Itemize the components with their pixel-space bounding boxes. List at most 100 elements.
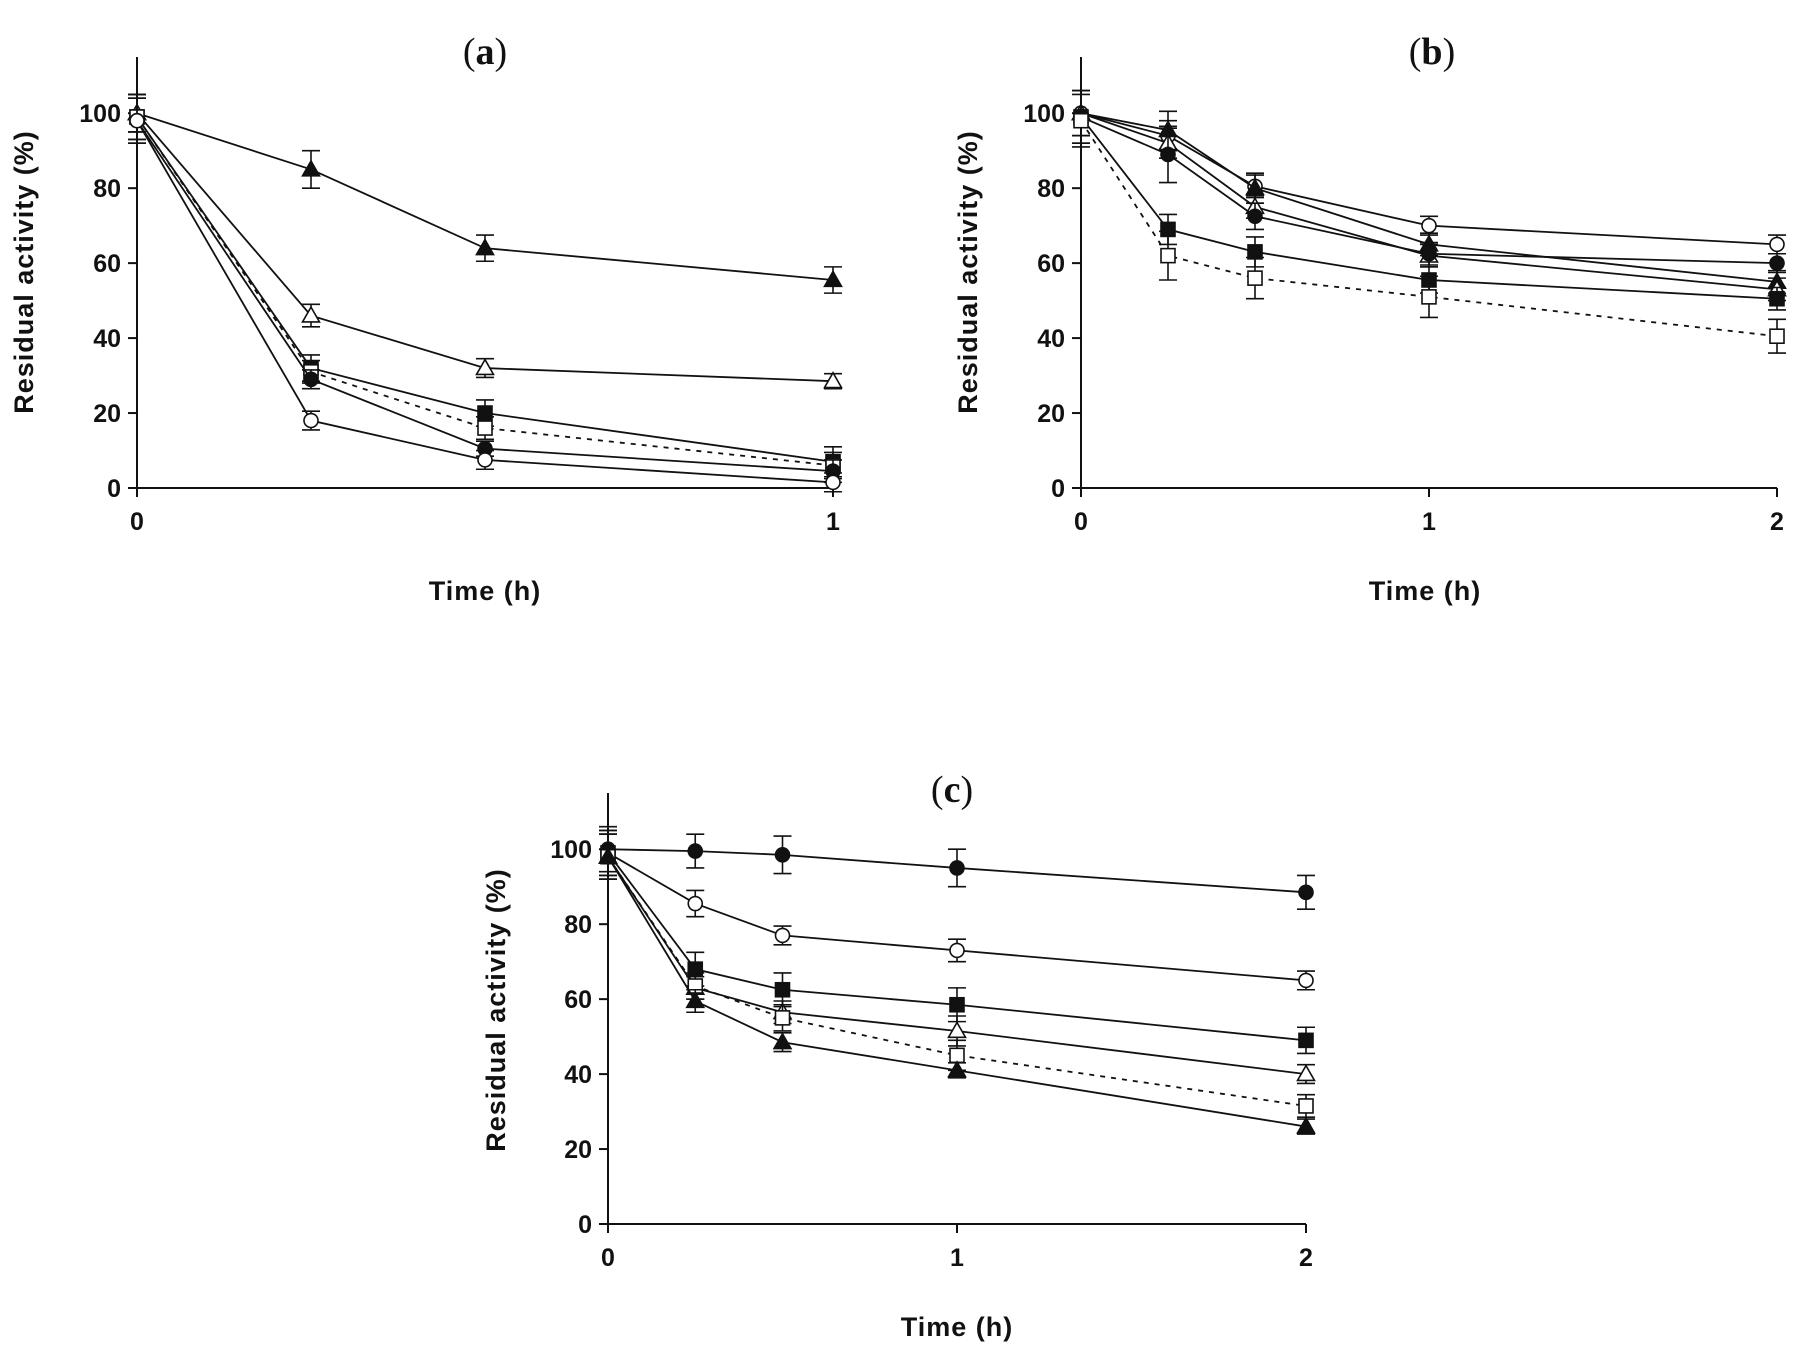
panel-b-series-filled-circle	[1072, 89, 1786, 274]
panel-c-point-filled-square	[949, 996, 965, 1013]
panel-a-point-filled-triangle	[475, 238, 495, 256]
panel-b-series-group	[1071, 89, 1787, 354]
panel-c-point-filled-circle	[949, 860, 965, 876]
panel-c-title-letter: c	[944, 769, 961, 811]
panel-b-y-tick-label: 60	[1037, 250, 1065, 278]
panel-b-point-filled-circle	[1421, 245, 1437, 262]
panel-a-y-tick-label: 60	[93, 250, 121, 278]
panel-b-y-tick-label: 40	[1037, 325, 1065, 353]
panel-c-x-tick-label: 2	[1299, 1244, 1313, 1272]
panel-a-series-filled-triangle	[127, 93, 843, 294]
panel-b-x-tick-label: 0	[1074, 508, 1088, 536]
panel-b-point-open-square	[1421, 289, 1437, 305]
panel-a: (a) 0 20 40 60 80 100 0 1 Time (h) Residual act…	[9, 31, 843, 606]
panel-a-x-tick-label: 0	[130, 508, 144, 536]
panel-b-y-tick-label: 80	[1037, 175, 1065, 203]
panel-b-axes: 0 20 40 60 80 100 0 1 2	[1023, 57, 1784, 536]
panel-a-point-filled-triangle	[301, 159, 321, 177]
panel-a-series-line-open-triangle	[136, 112, 834, 383]
panel-c-title-close: )	[960, 769, 973, 811]
panel-b-point-open-square	[1247, 270, 1263, 286]
panel-b-y-axis-title: Residual activity (%)	[953, 130, 983, 414]
panel-b-point-filled-circle	[1769, 255, 1785, 271]
panel-a-point-open-square	[477, 420, 493, 436]
panel-c-y-tick-label: 60	[564, 986, 592, 1014]
panel-b-title-open: (	[1409, 31, 1422, 73]
panel-a-point-open-circle	[129, 112, 145, 129]
panel-a-title-open: (	[463, 31, 476, 73]
panel-b-point-filled-circle	[1160, 146, 1176, 163]
panel-c-y-tick-label: 80	[564, 911, 592, 939]
panel-a-point-open-circle	[303, 412, 319, 429]
panel-c-point-filled-triangle	[1296, 1116, 1316, 1134]
panel-c-point-filled-square	[1298, 1032, 1314, 1049]
panel-a-series-group	[127, 93, 843, 493]
panel-c-point-filled-circle	[1298, 884, 1314, 901]
panel-c-y-axis-title: Residual activity (%)	[481, 868, 511, 1152]
panel-b-series-open-circle	[1072, 89, 1786, 255]
panel-a-series-line-open-circle	[136, 120, 834, 484]
panel-a-series-line-filled-circle	[136, 120, 834, 473]
panel-c-y-tick-label: 0	[578, 1211, 592, 1239]
panel-a-y-tick-label: 80	[93, 175, 121, 203]
panel-c-point-open-triangle	[947, 1020, 967, 1039]
panel-c-point-filled-triangle	[598, 846, 618, 864]
panel-b-x-tick-label: 1	[1422, 508, 1436, 536]
panel-b-y-tick-label: 0	[1051, 475, 1065, 503]
panel-c-point-open-circle	[1298, 972, 1314, 989]
panel-a-point-open-circle	[825, 474, 841, 491]
panel-c-axes: 0 20 40 60 80 100 0 1 2	[550, 793, 1313, 1272]
panel-c-point-open-circle	[687, 895, 704, 912]
panel-a-y-axis-title: Residual activity (%)	[9, 130, 39, 414]
panel-b-series-line-open-square	[1080, 120, 1778, 338]
panel-a-y-tick-label: 0	[107, 475, 121, 503]
panel-a-series-open-circle	[128, 97, 842, 493]
panel-b-y-tick-label: 100	[1023, 100, 1065, 128]
panel-b-title-close: )	[1443, 31, 1456, 73]
panel-c-point-filled-circle	[687, 843, 704, 859]
panel-c-series-filled-circle	[599, 825, 1315, 910]
panel-b-point-open-square	[1073, 112, 1089, 129]
panel-b-x-tick-label: 2	[1770, 508, 1784, 536]
panel-a-point-open-triangle	[301, 305, 321, 323]
panel-b-point-open-square	[1769, 328, 1785, 345]
panel-a-point-open-circle	[477, 452, 493, 468]
panel-a-point-open-triangle	[823, 371, 843, 389]
panel-c-point-open-circle	[774, 927, 791, 944]
panel-a-point-open-triangle	[475, 357, 495, 376]
panel-c-point-open-circle	[949, 942, 965, 959]
panel-a-y-tick-label: 100	[79, 100, 121, 128]
panel-a-series-line-filled-square	[136, 116, 834, 463]
panel-a-title-close: )	[495, 31, 508, 73]
panel-a-series-line-open-square	[136, 116, 834, 467]
panel-a-y-tick-label: 40	[93, 325, 121, 353]
panel-a-point-filled-circle	[303, 371, 319, 388]
panel-a-x-axis-title: Time (h)	[429, 576, 542, 606]
panel-a-x-tick-label: 1	[826, 508, 840, 536]
panel-c-point-filled-triangle	[685, 990, 706, 1009]
panel-a-axes: 0 20 40 60 80 100 0 1	[79, 57, 840, 536]
panel-b-series-open-square	[1072, 93, 1786, 354]
panel-b-point-filled-triangle	[1245, 178, 1265, 196]
panel-c-title: (c)	[931, 769, 973, 811]
panel-c-series-filled-triangle	[598, 833, 1316, 1135]
panel-c: (c) 0 20 40 60 80 100 0 1 2 Time (h) Residual ac…	[481, 769, 1316, 1342]
panel-c-point-filled-circle	[774, 847, 791, 863]
panel-b-point-filled-circle	[1247, 208, 1263, 225]
panel-b-point-filled-square	[1769, 290, 1785, 307]
panel-c-y-tick-label: 100	[550, 836, 592, 864]
panel-c-x-tick-label: 1	[950, 1244, 964, 1272]
panel-b-title: (b)	[1409, 31, 1455, 73]
panel-a-title: (a)	[463, 31, 507, 73]
panel-a-title-letter: a	[476, 31, 495, 73]
panel-a-series-line-filled-triangle	[136, 112, 834, 281]
panel-b-point-open-square	[1160, 247, 1176, 264]
panel-b: (b) 0 20 40 60 80 100 0 1 2 Time (h) Residual ac…	[953, 31, 1787, 606]
panel-c-x-tick-label: 0	[601, 1244, 615, 1272]
panel-c-x-axis-title: Time (h)	[901, 1312, 1014, 1342]
panel-c-point-filled-square	[774, 981, 791, 998]
panel-a-point-filled-triangle	[823, 269, 843, 288]
panel-c-point-open-square	[774, 1010, 791, 1026]
panel-c-series-line-open-square	[607, 856, 1307, 1107]
panel-c-series-group	[598, 825, 1316, 1135]
